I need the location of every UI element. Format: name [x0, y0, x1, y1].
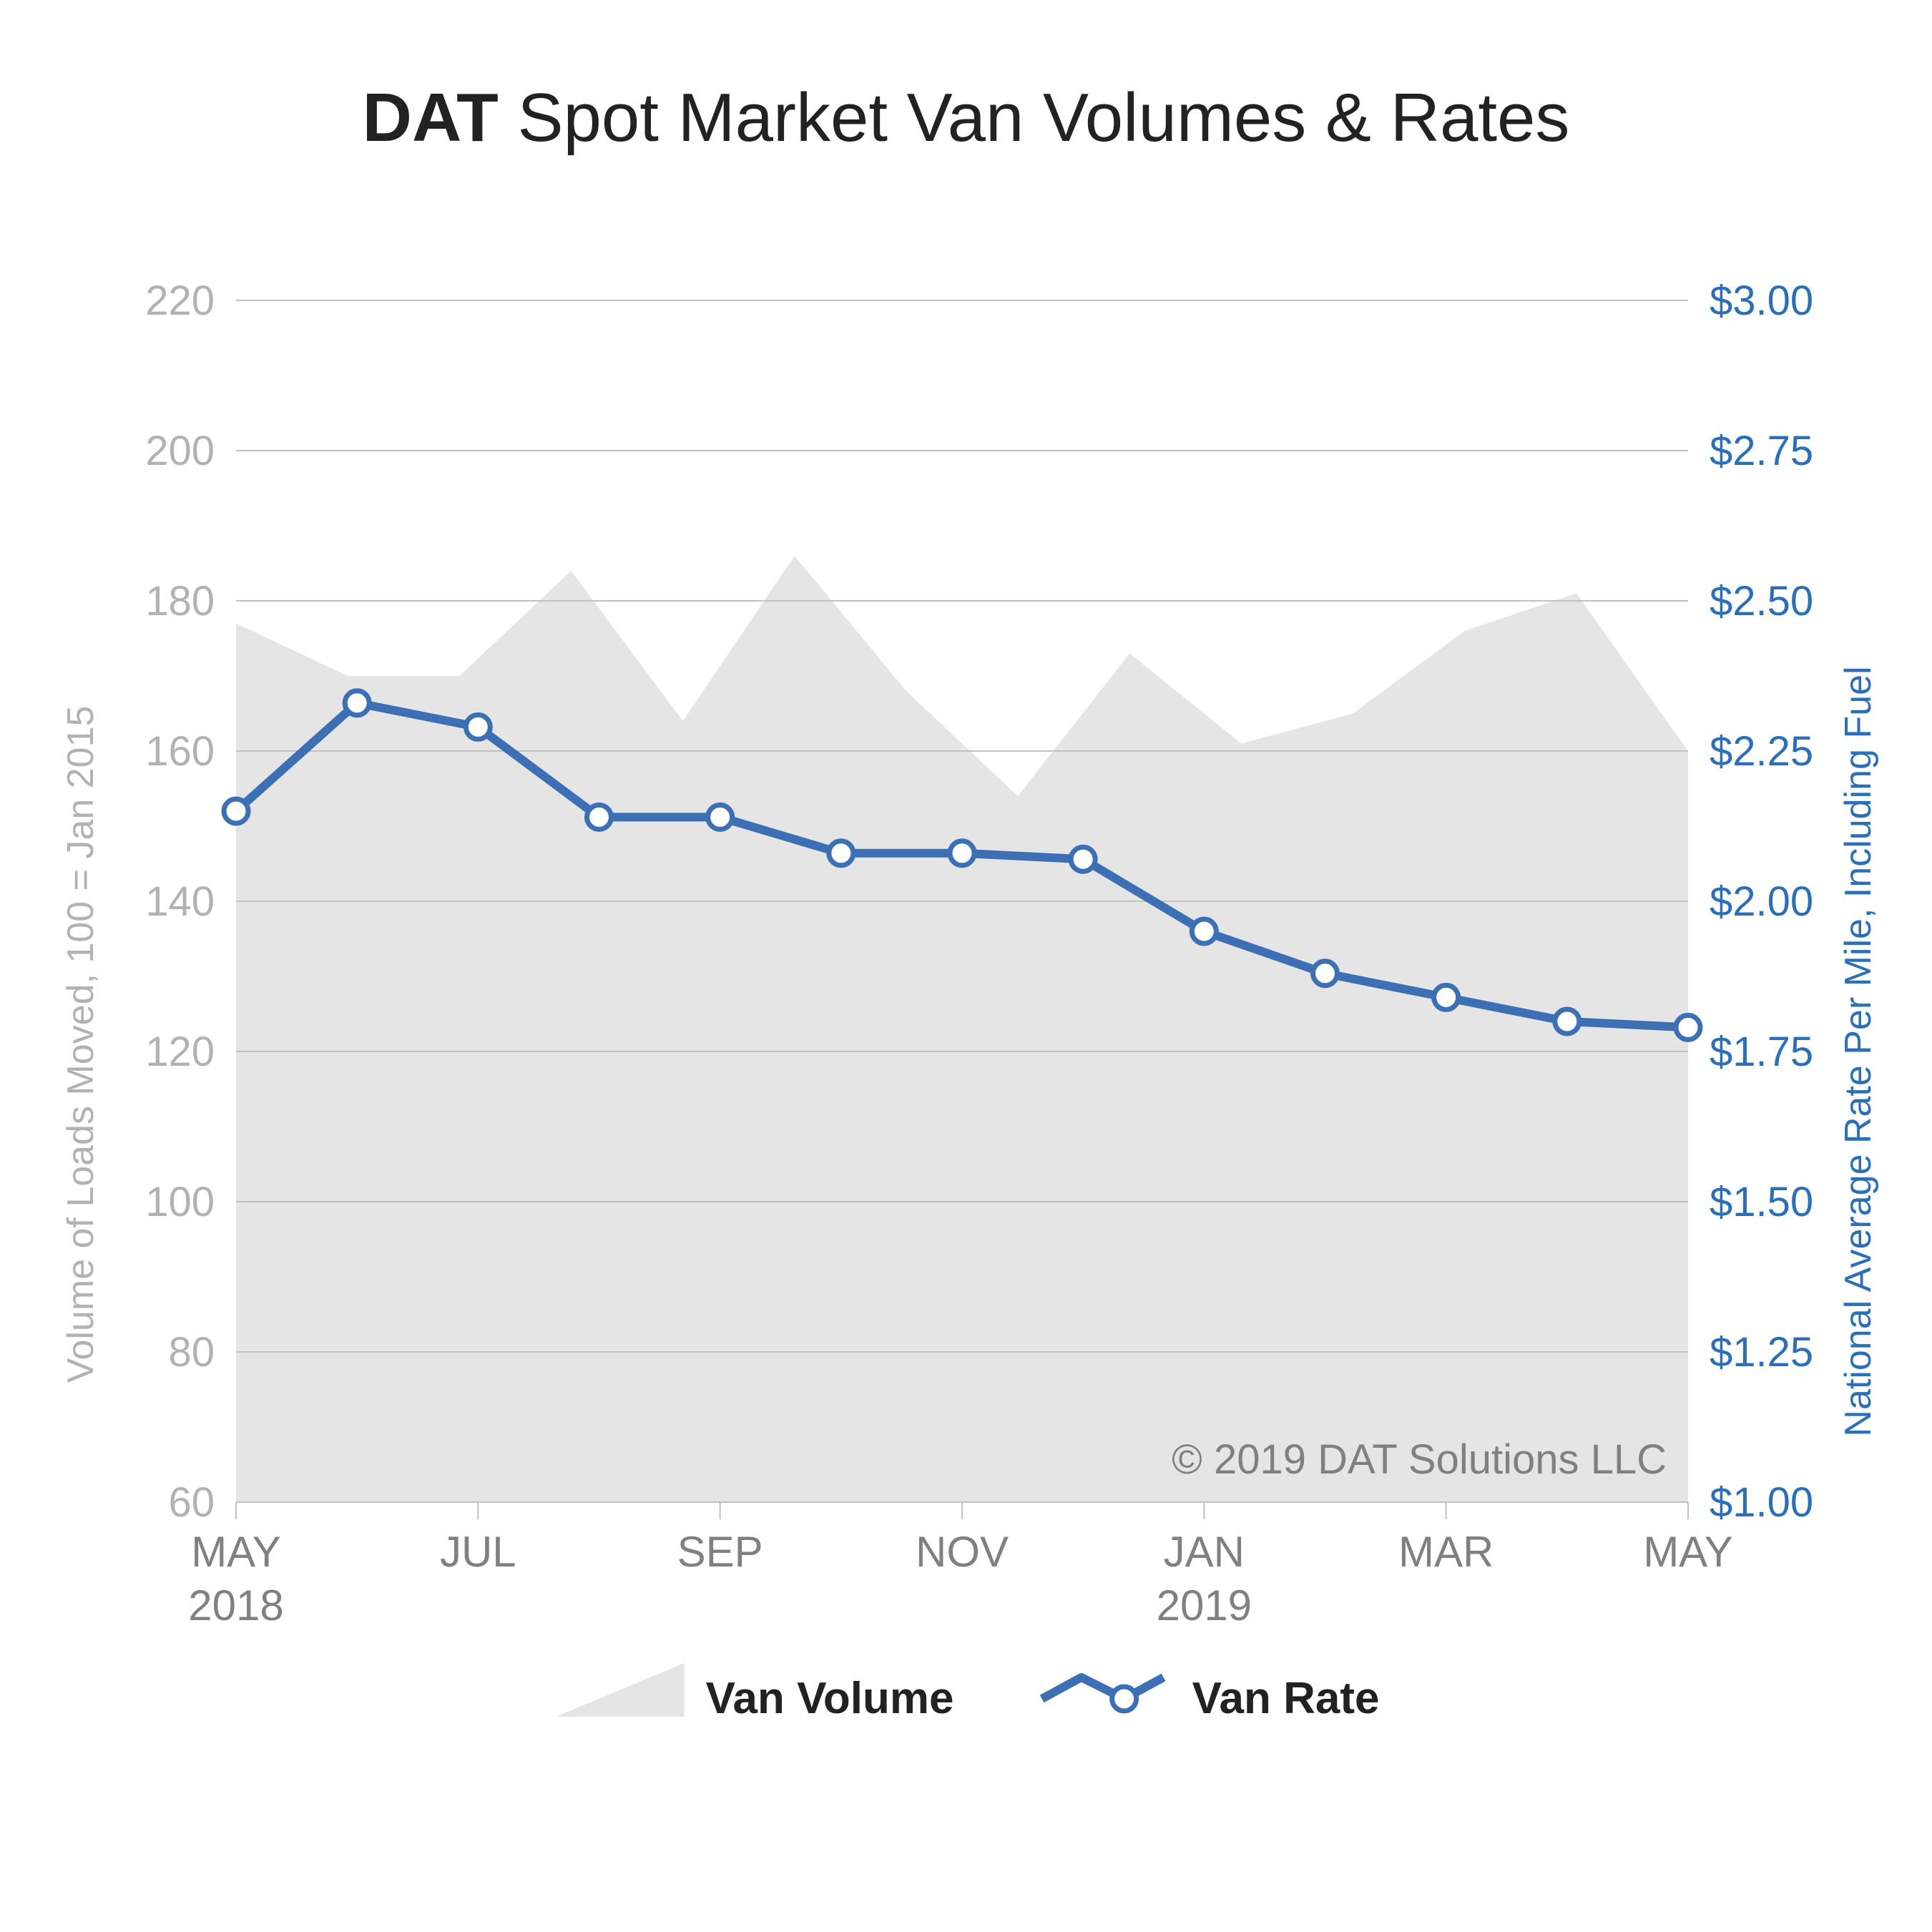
y-right-tick: $1.00 — [1710, 1479, 1813, 1526]
y-right-axis-label: National Average Rate Per Mile, Includin… — [1838, 666, 1879, 1436]
van-rate-marker — [950, 841, 974, 866]
legend-line-label: Van Rate — [1192, 1674, 1380, 1723]
x-tick-label: SEP — [677, 1528, 763, 1576]
copyright-text: © 2019 DAT Solutions LLC — [1172, 1436, 1667, 1483]
van-rate-marker — [1555, 1009, 1579, 1034]
y-left-tick: 100 — [145, 1179, 215, 1225]
van-rate-marker — [1434, 985, 1458, 1009]
van-rate-marker — [466, 715, 490, 739]
y-left-tick: 80 — [168, 1329, 215, 1376]
y-right-tick: $1.75 — [1710, 1029, 1813, 1075]
y-right-tick: $3.00 — [1710, 278, 1813, 324]
van-rate-marker — [829, 841, 853, 866]
van-rate-marker — [708, 805, 732, 829]
x-tick-label: NOV — [916, 1528, 1009, 1576]
y-right-tick: $2.50 — [1710, 578, 1813, 624]
x-tick-sublabel: 2018 — [188, 1582, 283, 1629]
x-tick-label: JUL — [440, 1528, 516, 1576]
van-rate-marker — [224, 799, 248, 823]
van-rate-marker — [1192, 919, 1216, 943]
y-left-tick: 200 — [145, 428, 215, 474]
x-tick-label: JAN — [1164, 1528, 1245, 1576]
y-right-tick: $2.00 — [1710, 878, 1813, 925]
legend-line-swatch — [1042, 1677, 1164, 1699]
van-rate-marker — [1071, 847, 1095, 871]
y-left-tick: 140 — [145, 878, 215, 925]
x-tick-sublabel: 2019 — [1157, 1582, 1252, 1629]
van-rate-marker — [1313, 961, 1338, 986]
y-left-tick: 120 — [145, 1029, 215, 1075]
van-rate-marker — [587, 805, 612, 829]
chart-title: DAT Spot Market Van Volumes & Rates — [0, 79, 1932, 157]
chart-canvas: 60 80 100 120 140 160 180 200 220 $1.00 $1.25 $1.50… — [0, 0, 1932, 1932]
x-tick-label: MAY — [1643, 1528, 1733, 1576]
legend-area-label: Van Volume — [706, 1674, 954, 1723]
van-rate-marker — [345, 691, 369, 715]
y-right-tick: $1.50 — [1710, 1179, 1813, 1225]
y-left-axis-label: Volume of Loads Moved, 100 = Jan 2015 — [60, 706, 102, 1383]
y-right-tick: $2.75 — [1710, 428, 1813, 474]
van-rate-marker — [1676, 1015, 1700, 1039]
y-left-tick: 60 — [168, 1479, 215, 1526]
x-tick-label: MAR — [1398, 1528, 1494, 1576]
y-left-tick: 160 — [145, 728, 215, 775]
y-left-tick: 220 — [145, 278, 215, 324]
van-volume-area — [236, 556, 1688, 1502]
title-bold: DAT — [363, 79, 499, 156]
legend-line-marker — [1112, 1687, 1137, 1711]
legend-area-swatch — [556, 1663, 685, 1717]
y-right-tick: $1.25 — [1710, 1329, 1813, 1376]
title-rest: Spot Market Van Volumes & Rates — [499, 79, 1570, 156]
x-tick-label: MAY — [191, 1528, 281, 1576]
y-right-tick: $2.25 — [1710, 728, 1813, 775]
y-left-tick: 180 — [145, 578, 215, 624]
